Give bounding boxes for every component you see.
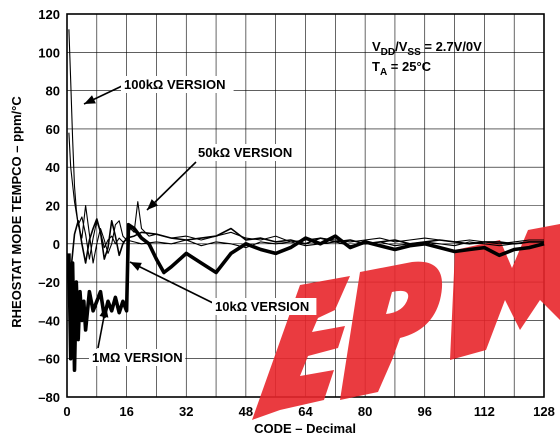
x-axis-label: CODE – Decimal — [254, 421, 356, 436]
watermark-shape — [252, 276, 350, 420]
x-tick-label: 128 — [533, 404, 555, 419]
x-tick-label: 112 — [474, 404, 495, 419]
y-tick-label: –60 — [38, 352, 60, 367]
x-tick-label: 48 — [239, 404, 253, 419]
watermark-shape — [340, 262, 442, 400]
condition-vdd-vss: VDD/VSS = 2.7V/0V — [372, 39, 482, 58]
x-tick-label: 96 — [418, 404, 432, 419]
annotation-label: 1MΩ VERSION — [92, 350, 183, 365]
condition-ta: TA = 25°C — [372, 59, 432, 78]
y-tick-label: 20 — [46, 199, 60, 214]
y-tick-label: –40 — [38, 313, 60, 328]
annotation-arrowhead — [84, 95, 96, 104]
y-tick-label: 80 — [46, 84, 60, 99]
annotation-label: 100kΩ VERSION — [124, 77, 225, 92]
y-axis-label: RHEOSTAT MODE TEMPCO – ppm/°C — [9, 96, 24, 328]
y-tick-label: 40 — [46, 160, 60, 175]
x-tick-label: 80 — [358, 404, 372, 419]
y-tick-label: 100 — [38, 45, 60, 60]
watermark — [252, 224, 560, 420]
x-tick-label: 64 — [298, 404, 313, 419]
y-tick-label: 0 — [53, 237, 60, 252]
y-tick-label: –80 — [38, 390, 60, 405]
series-line-0 — [69, 29, 544, 259]
y-tick-label: 120 — [38, 7, 60, 22]
x-tick-label: 0 — [63, 404, 70, 419]
x-tick-label: 32 — [179, 404, 193, 419]
annotation-label: 50kΩ VERSION — [198, 145, 292, 160]
x-tick-label: 16 — [119, 404, 133, 419]
y-tick-label: 60 — [46, 122, 60, 137]
y-tick-label: –20 — [38, 275, 60, 290]
annotation-label: 10kΩ VERSION — [215, 299, 309, 314]
